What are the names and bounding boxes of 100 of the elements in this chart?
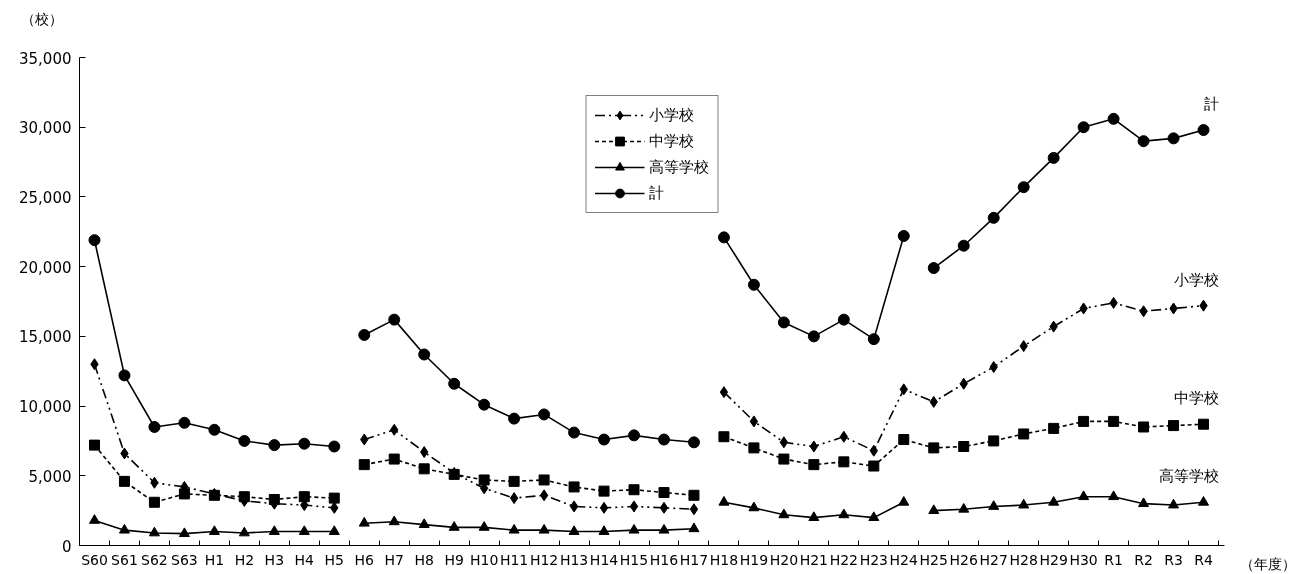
x-tick-label: H10 [469,551,499,568]
point [118,523,130,534]
text: 小学校 [1173,270,1219,289]
point [628,523,640,534]
point [598,485,610,497]
x-tick-label: H3 [264,551,285,568]
x-tick-label: H23 [859,551,888,568]
y-tick-label: 20,000 [19,258,72,277]
point [388,453,400,465]
point [508,475,520,487]
y-tick-label: 30,000 [19,119,72,138]
point [238,491,250,503]
point [418,348,431,361]
x-tick-label: H26 [949,551,978,568]
point [598,433,611,446]
point [298,491,310,503]
point [748,442,760,454]
point [659,501,669,514]
point [178,488,190,500]
point [628,429,641,442]
point [898,496,910,506]
x-tick-label: H2 [234,551,255,568]
x-tick-label: R4 [1194,551,1213,568]
point [1138,497,1150,508]
point [478,398,491,411]
point [837,313,850,326]
text: 中学校 [1173,389,1219,408]
point [1167,132,1180,145]
point [599,501,609,514]
x-tick-label: H22 [829,551,859,568]
y-tick-label: 25,000 [19,188,72,207]
point [898,434,910,446]
point [778,508,790,519]
point [508,523,520,534]
point [1108,490,1120,501]
point [1047,151,1060,164]
point [689,503,699,516]
point [298,525,310,535]
point [958,502,970,513]
point [778,453,790,465]
point [418,463,430,475]
point [1197,124,1210,136]
point [897,229,910,242]
point [658,523,670,534]
x-tick-label: H24 [889,551,919,568]
x-tick-label: H17 [679,551,709,568]
point [988,500,1000,510]
x-tick-label: H5 [324,551,344,568]
point [358,516,370,527]
point [1198,496,1210,506]
point [747,278,760,291]
point [657,433,670,446]
point [987,211,1000,224]
x-tick-label: H27 [979,551,1008,568]
point [328,492,340,504]
point [358,459,370,471]
point [1108,415,1120,427]
point [328,525,340,535]
point [208,525,220,535]
point [418,518,430,528]
x-tick-label: H4 [294,551,315,568]
point [1138,421,1150,433]
point [1078,490,1090,501]
point [807,330,820,343]
point [509,492,519,505]
point [1077,121,1090,134]
legend-label: 中学校 [649,130,694,152]
x-tick-label: H28 [1009,551,1038,568]
point [688,522,700,533]
point [718,496,730,506]
point [568,426,581,439]
x-tick-label: S61 [111,551,138,568]
point [809,440,819,453]
x-tick-label: H20 [769,551,799,568]
x-tick-label: H18 [709,551,739,568]
point [178,527,190,538]
point [88,234,101,247]
point [358,328,371,341]
point [508,412,521,425]
point [629,500,639,513]
point [238,526,250,537]
x-tick-label: H8 [414,551,434,568]
y-tick-label: 0 [61,537,72,556]
x-tick-label: H19 [739,551,769,568]
point [808,511,820,521]
point [808,459,820,471]
point [1107,112,1120,125]
point [777,316,790,329]
point [1018,428,1030,440]
x-tick-label: S63 [171,551,198,568]
point [148,421,161,433]
point [1198,418,1210,430]
y-tick-label: 10,000 [19,398,72,417]
point [749,415,759,428]
x-tick-label: R3 [1164,551,1183,568]
point [478,521,490,531]
x-tick-label: H30 [1069,551,1098,568]
y-axis-title: （校） [21,10,63,29]
x-tick-label: H16 [649,551,679,568]
legend-label: 小学校 [649,104,694,126]
